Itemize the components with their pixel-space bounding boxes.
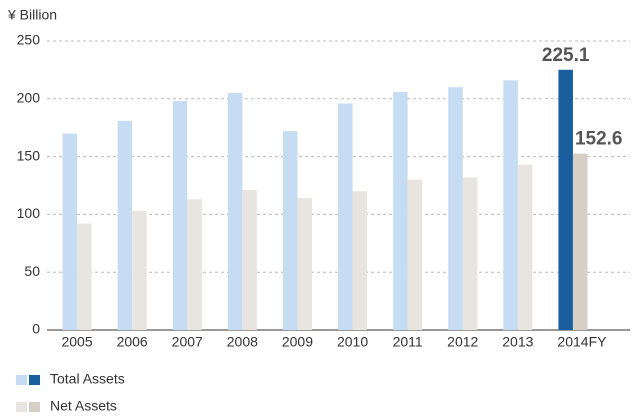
bar <box>503 80 518 330</box>
bar <box>187 199 202 330</box>
legend-label: Total Assets <box>50 371 125 387</box>
bar <box>572 153 588 330</box>
x-tick-label: 2014FY <box>557 334 607 350</box>
bar <box>407 179 423 330</box>
bar <box>338 103 353 330</box>
x-tick-label: 2007 <box>172 334 203 350</box>
bar <box>517 164 533 330</box>
bar <box>448 87 463 331</box>
x-tick-label: 2006 <box>117 334 148 350</box>
legend-swatch <box>16 402 27 412</box>
y-tick-label: 100 <box>17 205 41 221</box>
y-tick-label: 50 <box>24 263 40 279</box>
y-tick-label: 200 <box>17 90 41 106</box>
bar <box>352 191 368 330</box>
x-tick-label: 2012 <box>447 334 478 350</box>
x-tick-label: 2008 <box>227 334 258 350</box>
bar <box>393 91 408 330</box>
bar <box>558 69 573 331</box>
x-tick-label: 2013 <box>502 334 533 350</box>
legend-swatch <box>29 402 40 412</box>
bar <box>117 120 133 330</box>
bar <box>242 190 257 330</box>
bar <box>297 198 312 330</box>
legend-label: Net Assets <box>50 398 117 414</box>
value-label: 152.6 <box>575 129 623 150</box>
bar <box>282 131 298 330</box>
bar <box>227 93 243 331</box>
x-tick-label: 2010 <box>337 334 368 350</box>
bar <box>62 133 78 330</box>
legend-swatch <box>29 375 40 385</box>
y-tick-label: 0 <box>32 321 40 337</box>
bar <box>172 101 188 330</box>
y-axis-label: ¥ Billion <box>7 7 57 23</box>
x-tick-label: 2011 <box>393 334 423 350</box>
bar <box>462 177 478 330</box>
y-tick-label: 250 <box>17 32 41 48</box>
bar <box>132 210 147 330</box>
x-tick-label: 2005 <box>61 334 92 350</box>
y-tick-label: 150 <box>17 147 41 163</box>
bar <box>77 223 92 330</box>
value-label: 225.1 <box>542 45 590 66</box>
x-tick-label: 2009 <box>282 334 313 350</box>
legend-swatch <box>16 375 27 385</box>
